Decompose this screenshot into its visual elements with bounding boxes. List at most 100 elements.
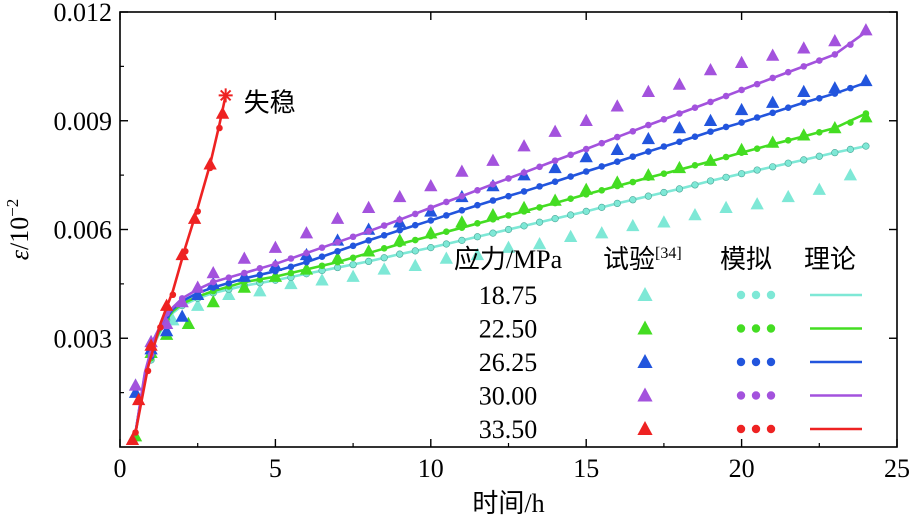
legend-sim-marker (736, 290, 746, 300)
legend-sim-marker (751, 424, 761, 434)
sim-point-33.50 (169, 291, 177, 299)
test-point-26.25 (175, 309, 189, 322)
sim-point-26.25 (365, 237, 372, 244)
test-point-26.25 (641, 131, 656, 145)
sim-point-33.50 (132, 429, 139, 436)
test-point-26.25 (610, 142, 624, 155)
sim-point-30.00 (365, 228, 372, 235)
sim-point-30.00 (349, 233, 357, 241)
sim-point-26.25 (769, 109, 776, 117)
sim-point-30.00 (800, 63, 808, 70)
sim-point-22.50 (629, 178, 637, 186)
sim-point-26.25 (272, 267, 279, 275)
legend-row-18.75: 18.75 (479, 281, 862, 310)
sim-point-26.25 (256, 271, 264, 279)
test-point-18.75 (781, 189, 795, 203)
sim-point-26.25 (241, 275, 248, 282)
sim-point-22.50 (691, 162, 699, 169)
sim-point-30.00 (209, 278, 217, 286)
sim-point-22.50 (660, 170, 668, 177)
sim-point-33.50 (144, 367, 152, 375)
test-point-18.75 (346, 269, 360, 282)
sim-point-22.50 (676, 166, 683, 173)
sim-point-22.50 (582, 191, 590, 198)
sim-point-22.50 (536, 204, 543, 211)
sim-point-30.00 (738, 86, 745, 94)
test-point-18.75 (657, 215, 671, 228)
test-point-30.00 (703, 63, 718, 76)
sim-point-30.00 (722, 92, 730, 100)
instability-annotation: 失稳 (244, 88, 296, 117)
series-18.75 (128, 142, 870, 433)
sim-point-26.25 (443, 212, 450, 219)
sim-point-18.75 (427, 244, 435, 252)
legend-header-theory: 理论 (804, 245, 856, 274)
sim-point-33.50 (206, 164, 214, 172)
sim-point-26.25 (645, 148, 652, 155)
test-point-22.50 (579, 182, 593, 195)
legend-test-marker (637, 320, 653, 335)
sim-point-18.75 (691, 181, 699, 189)
legend-sim-marker (751, 290, 761, 300)
sim-point-22.50 (738, 149, 745, 156)
test-point-26.25 (734, 102, 749, 116)
sim-point-30.00 (582, 145, 590, 153)
sim-point-18.75 (396, 250, 404, 258)
sim-point-22.50 (551, 199, 559, 207)
sim-point-22.50 (396, 240, 404, 248)
sim-point-30.00 (551, 157, 559, 164)
sim-point-30.00 (660, 116, 668, 123)
legend: 应力/MPa 试验[34] 模拟 理论 18.75 22.50 26.25 30.00… (454, 245, 862, 444)
legend-header-stress: 应力/MPa (454, 245, 563, 274)
x-tick-label: 20 (729, 454, 755, 483)
x-axis-title: 时间/h (472, 489, 544, 518)
sim-point-30.00 (613, 133, 621, 141)
test-point-30.00 (128, 378, 143, 391)
legend-row-30.00: 30.00 (479, 382, 862, 411)
sim-point-30.00 (567, 151, 574, 159)
sim-point-30.00 (847, 41, 854, 48)
legend-header-sim: 模拟 (720, 245, 772, 274)
sim-point-22.50 (411, 236, 419, 244)
sim-point-26.25 (380, 232, 388, 239)
sim-point-26.25 (582, 168, 590, 175)
test-point-18.75 (439, 251, 453, 264)
sim-point-26.25 (225, 279, 233, 287)
sim-point-30.00 (334, 238, 341, 246)
sim-point-22.50 (707, 158, 714, 165)
sim-point-22.50 (769, 141, 776, 148)
legend-stress-label: 22.50 (479, 315, 538, 344)
sim-point-22.50 (722, 153, 730, 161)
sim-point-30.00 (396, 216, 404, 224)
sim-point-18.75 (675, 185, 684, 193)
sim-point-26.25 (458, 206, 466, 214)
sim-point-26.25 (349, 242, 357, 250)
sim-point-18.75 (473, 233, 482, 241)
test-point-18.75 (191, 298, 205, 311)
sim-point-33.50 (157, 324, 164, 331)
legend-stress-label: 18.75 (479, 281, 538, 310)
y-axis-title-unit: /10 (5, 217, 34, 250)
sim-point-26.25 (847, 84, 854, 92)
y-axis-title-symbol: ε (5, 249, 34, 260)
sim-point-30.00 (862, 28, 870, 36)
sim-point-22.50 (380, 245, 388, 252)
test-point-18.75 (284, 276, 298, 290)
test-point-22.50 (455, 215, 469, 228)
sim-point-22.50 (520, 208, 528, 215)
test-point-33.50 (125, 432, 140, 445)
test-point-22.50 (237, 280, 251, 293)
sim-point-22.50 (831, 124, 839, 132)
sim-point-30.00 (707, 98, 714, 106)
sim-point-26.25 (598, 163, 606, 170)
sim-point-18.75 (365, 257, 373, 266)
test-point-18.75 (222, 287, 236, 300)
test-point-30.00 (610, 99, 624, 112)
test-point-30.00 (517, 139, 531, 152)
y-tick-label: 0.003 (54, 324, 113, 353)
test-point-18.75 (470, 247, 485, 261)
sim-point-30.00 (458, 192, 466, 200)
sim-point-26.25 (800, 99, 808, 106)
sim-point-18.75 (815, 152, 823, 160)
